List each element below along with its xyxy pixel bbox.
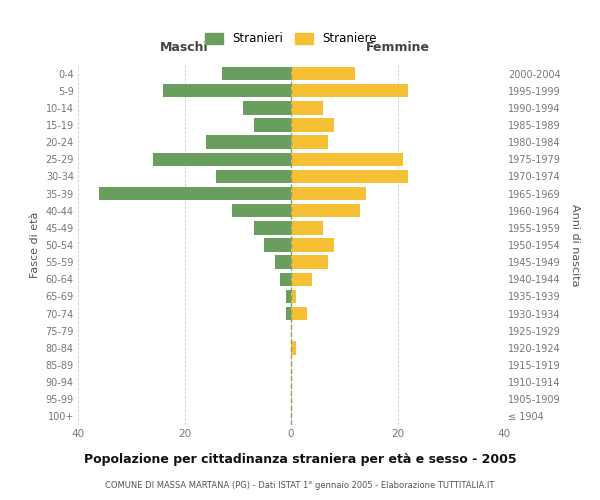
Bar <box>265 238 291 252</box>
Bar <box>243 101 291 114</box>
Text: Popolazione per cittadinanza straniera per età e sesso - 2005: Popolazione per cittadinanza straniera p… <box>83 452 517 466</box>
Bar <box>291 272 313 286</box>
Bar <box>291 170 408 183</box>
Bar <box>291 341 296 354</box>
Bar <box>222 67 291 80</box>
Bar <box>206 136 291 149</box>
Bar <box>163 84 291 98</box>
Text: COMUNE DI MASSA MARTANA (PG) - Dati ISTAT 1° gennaio 2005 - Elaborazione TUTTITA: COMUNE DI MASSA MARTANA (PG) - Dati ISTA… <box>106 481 494 490</box>
Bar <box>286 307 291 320</box>
Text: Maschi: Maschi <box>160 41 209 54</box>
Bar <box>291 84 408 98</box>
Y-axis label: Fasce di età: Fasce di età <box>30 212 40 278</box>
Bar <box>291 187 365 200</box>
Y-axis label: Anni di nascita: Anni di nascita <box>571 204 580 286</box>
Legend: Stranieri, Straniere: Stranieri, Straniere <box>200 28 382 50</box>
Bar <box>291 221 323 234</box>
Bar <box>291 101 323 114</box>
Bar <box>291 307 307 320</box>
Bar <box>217 170 291 183</box>
Bar <box>99 187 291 200</box>
Bar <box>291 118 334 132</box>
Text: Femmine: Femmine <box>365 41 430 54</box>
Bar <box>291 136 328 149</box>
Bar <box>254 118 291 132</box>
Bar <box>232 204 291 218</box>
Bar <box>291 67 355 80</box>
Bar <box>291 238 334 252</box>
Bar <box>275 256 291 269</box>
Bar <box>291 204 360 218</box>
Bar <box>291 152 403 166</box>
Bar <box>254 221 291 234</box>
Bar <box>280 272 291 286</box>
Bar <box>291 256 328 269</box>
Bar <box>286 290 291 303</box>
Bar <box>291 290 296 303</box>
Bar <box>152 152 291 166</box>
